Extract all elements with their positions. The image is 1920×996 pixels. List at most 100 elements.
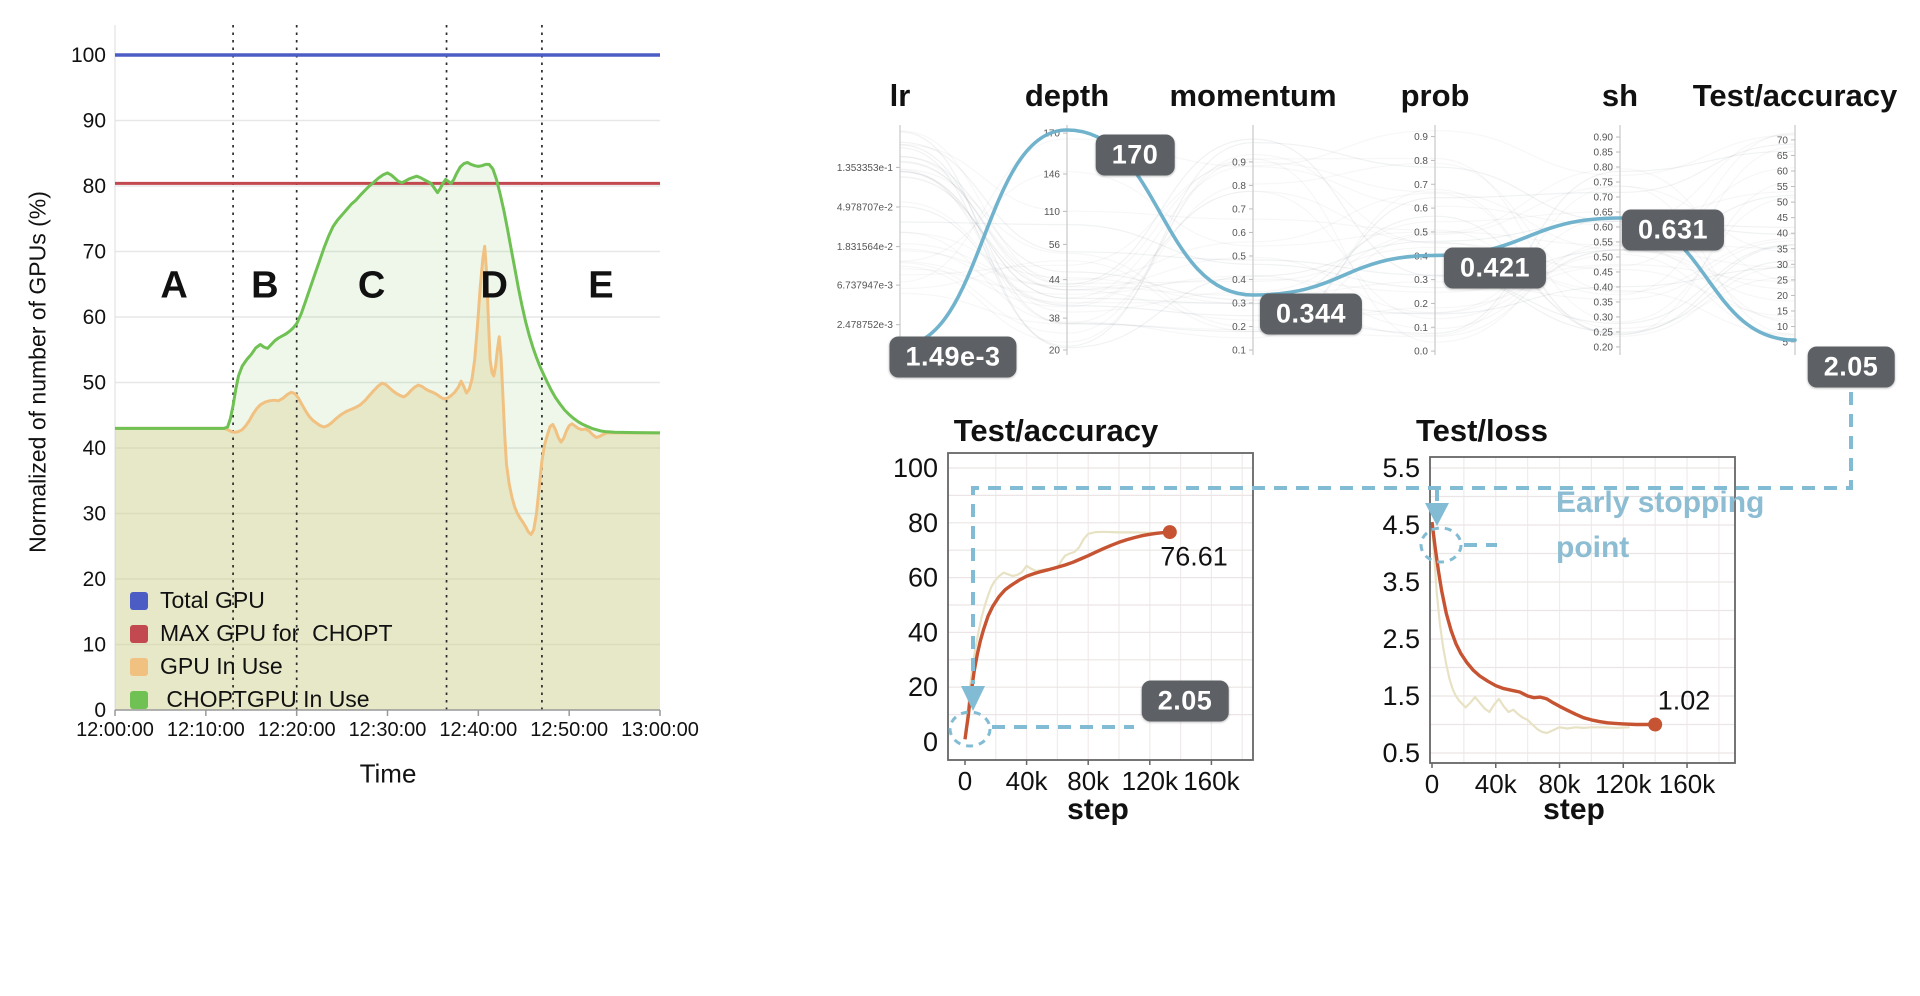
pc-background-line xyxy=(899,240,1796,301)
pc-background-line xyxy=(899,168,1796,305)
test-loss-chart-raw-line xyxy=(1430,524,1630,735)
pc-background-line xyxy=(899,248,1796,338)
test-accuracy-chart-x-tick-label: 40k xyxy=(1006,766,1049,796)
pc-tick-label: 0.2 xyxy=(1414,299,1428,310)
gpu-in-use-area xyxy=(115,246,660,711)
pc-tick-label: 0.20 xyxy=(1594,342,1614,353)
pc-tick-label: 110 xyxy=(1044,207,1060,218)
pc-tick-label: 56 xyxy=(1049,240,1061,251)
pc-tick-label: 5 xyxy=(1782,338,1788,349)
test-loss-chart-y-tick-label: 4.5 xyxy=(1382,510,1420,540)
pc-tick-label: 0.30 xyxy=(1594,312,1614,323)
pc-tick-label: 0.2 xyxy=(1232,322,1246,333)
test-loss-chart-x-tick-label: 120k xyxy=(1595,769,1652,799)
arrowhead-loss xyxy=(1425,503,1449,526)
pc-background-line xyxy=(899,170,1796,335)
legend-item-total-gpu: Total GPU xyxy=(130,584,393,617)
pc-tick-label: 20 xyxy=(1777,291,1789,302)
pc-tick-label: 0.90 xyxy=(1594,133,1614,144)
gpu-x-tick-label: 12:00:00 xyxy=(76,719,154,741)
badge-depth-value: 170 xyxy=(1095,134,1175,176)
test-accuracy-chart-y-tick-label: 80 xyxy=(908,508,938,538)
test-accuracy-chart-y-tick-label: 100 xyxy=(893,453,938,483)
legend-label: MAX GPU for CHOPT xyxy=(160,620,393,646)
pc-tick-label: 15 xyxy=(1777,306,1789,317)
pc-axis-title-lr: lr xyxy=(889,78,911,113)
test-loss-chart-y-tick-label: 5.5 xyxy=(1382,453,1420,483)
test-accuracy-chart: 0 40k 80k 120k 160k 100 80 60 40 20 0 xyxy=(893,452,1254,796)
pc-background-line xyxy=(899,130,1796,335)
legend-item-gpu-in-use: GPU In Use xyxy=(130,650,393,683)
region-label-D: D xyxy=(481,264,508,306)
gpu-x-axis-label: Time xyxy=(359,758,417,789)
pc-tick-label: 0.40 xyxy=(1594,282,1614,293)
accuracy-final-value-label: 76.61 xyxy=(1160,541,1228,572)
test-loss-chart-x-tick-label: 0 xyxy=(1425,769,1439,799)
legend-swatch-chopt-gpu-in-use xyxy=(130,690,148,709)
gpu-y-tick-label: 70 xyxy=(83,241,106,264)
pc-background-line xyxy=(899,190,1796,337)
pc-tick-label: 70 xyxy=(1777,135,1789,146)
pc-tick-label: 38 xyxy=(1049,314,1061,325)
region-label-B: B xyxy=(251,264,278,306)
legend-item-chopt-gpu-in-use: CHOPTGPU In Use xyxy=(130,683,393,716)
pc-axis-title-test-accuracy: Test/accuracy xyxy=(1692,78,1898,113)
gpu-y-tick-label: 0 xyxy=(94,699,106,722)
pc-tick-label: 146 xyxy=(1043,170,1060,181)
pc-tick-label: 4.978707e-2 xyxy=(837,203,894,214)
test-accuracy-chart-y-tick-label: 20 xyxy=(908,672,938,702)
test-loss-chart-x-tick-label: 160k xyxy=(1659,769,1716,799)
region-label-E: E xyxy=(588,264,613,306)
connector-from-parcoords-badge xyxy=(971,392,1853,684)
accuracy-chart-title: Test/accuracy xyxy=(953,413,1159,448)
gpu-legend: Total GPU MAX GPU for CHOPT GPU In Use C… xyxy=(130,584,393,716)
chopt-gpu-area xyxy=(115,162,660,710)
gpu-x-tick-label: 12:40:00 xyxy=(439,719,517,741)
pc-tick-label: 0.4 xyxy=(1232,275,1246,286)
pc-tick-label: 0.7 xyxy=(1414,180,1428,191)
loss-x-axis-label: step xyxy=(1543,793,1605,826)
pc-tick-label: 2.478752e-3 xyxy=(837,320,894,331)
pc-tick-label: 0.0 xyxy=(1414,347,1428,358)
pc-background-line xyxy=(899,143,1796,333)
pc-axis-title-momentum: momentum xyxy=(1169,78,1337,113)
pc-tick-label: 0.7 xyxy=(1232,204,1246,215)
badge-prob-value: 0.421 xyxy=(1443,247,1547,289)
pc-tick-label: 30 xyxy=(1777,260,1789,271)
gpu-y-tick-label: 20 xyxy=(83,568,106,591)
pc-tick-label: 0.9 xyxy=(1232,157,1246,168)
pc-tick-label: 1.831564e-2 xyxy=(837,242,894,253)
gpu-y-axis-label: Normalized of number of GPUs (%) xyxy=(24,191,51,553)
pc-background-line xyxy=(899,161,1796,336)
test-accuracy-chart-raw-line xyxy=(963,530,1161,737)
pc-tick-label: 40 xyxy=(1777,229,1789,240)
pc-background-line xyxy=(899,157,1796,323)
early-stopping-annotation: Early stopping point xyxy=(1556,486,1765,564)
test-loss-chart-x-tick-label: 80k xyxy=(1539,769,1582,799)
pc-axis-title-prob: prob xyxy=(1400,78,1470,113)
pc-tick-label: 6.737947e-3 xyxy=(837,281,894,292)
pc-tick-label: 20 xyxy=(1049,346,1061,357)
test-loss-chart-smoothed-line xyxy=(1430,521,1656,727)
pc-tick-label: 45 xyxy=(1777,213,1789,224)
pc-tick-label: 0.70 xyxy=(1594,193,1614,204)
early-stop-circle-loss xyxy=(1419,526,1463,564)
region-label-C: C xyxy=(358,264,385,306)
gpu-in-use-line xyxy=(115,244,660,536)
pc-axis-title-depth: depth xyxy=(1024,78,1110,113)
arrowhead-accuracy xyxy=(961,686,985,711)
pc-tick-label: 0.6 xyxy=(1232,228,1246,239)
pc-tick-label: 0.75 xyxy=(1594,178,1614,189)
pc-background-line xyxy=(899,146,1796,308)
badge-sh-value: 0.631 xyxy=(1621,209,1725,251)
pc-background-line xyxy=(899,130,1796,299)
pc-axis-title-sh: sh xyxy=(1601,78,1639,113)
pc-tick-label: 0.35 xyxy=(1594,297,1614,308)
test-accuracy-chart-y-tick-label: 0 xyxy=(923,727,938,757)
pc-tick-label: 0.9 xyxy=(1414,132,1428,143)
test-loss-chart-y-tick-label: 1.5 xyxy=(1382,681,1420,711)
gpu-usage-chart: 12:00:00 12:10:00 12:20:00 12:30:00 12:40:00… xyxy=(71,25,699,741)
pc-tick-label: 60 xyxy=(1777,167,1789,178)
